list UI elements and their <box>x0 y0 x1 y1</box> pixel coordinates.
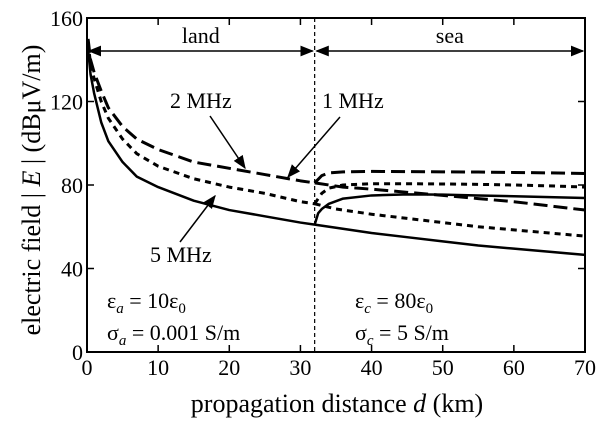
x-tick-label: 50 <box>432 355 454 380</box>
series-line-2-mhz-land <box>86 42 315 206</box>
series-line-1-mhz-land <box>86 38 315 185</box>
x-tick-label: 60 <box>503 355 525 380</box>
series-layer <box>86 38 586 257</box>
land-sigma-label: σa = 0.001 S/m <box>107 320 240 349</box>
y-axis-label: electric field | E | (dBμV/m) <box>17 45 46 336</box>
curve-label-5mhz: 5 MHz <box>150 242 212 267</box>
y-tick-label: 0 <box>72 340 83 365</box>
x-tick-label: 70 <box>574 355 596 380</box>
land-epsilon-label: εa = 10ε0 <box>107 288 186 317</box>
pointer-2mhz <box>209 115 246 170</box>
x-tick-label: 10 <box>147 355 169 380</box>
y-tick-label: 40 <box>61 257 83 282</box>
pointer-1mhz <box>287 116 341 179</box>
curve-label-1mhz: 1 MHz <box>322 88 384 113</box>
annotations: land sea 2 MHz 1 MHz 5 MHz εa = 10ε0 σa = 0.00… <box>87 18 585 352</box>
region-label-land: land <box>182 23 220 48</box>
y-tick-label: 80 <box>61 173 83 198</box>
x-tick-label: 20 <box>218 355 240 380</box>
pointer-5mhz <box>179 194 216 243</box>
sea-sigma-label: σc = 5 S/m <box>355 320 449 349</box>
series-line-2-mhz-sea-b <box>314 202 586 238</box>
x-tick-label: 30 <box>289 355 311 380</box>
x-tick-label: 40 <box>361 355 383 380</box>
y-tick-label: 120 <box>50 90 83 115</box>
x-axis-label: propagation distance d (km) <box>191 389 483 418</box>
series-line-2-mhz-sea-a <box>313 182 586 205</box>
sea-epsilon-label: εc = 80ε0 <box>355 288 433 317</box>
region-label-sea: sea <box>436 23 464 48</box>
series-line-1-mhz-sea-a <box>313 169 586 184</box>
ticks: 0 10 20 30 40 50 60 70 0 40 80 120 160 <box>50 6 596 380</box>
y-tick-label: 160 <box>50 6 83 31</box>
series-line-5-mhz-land <box>86 49 315 226</box>
series-line-5-mhz-sea-a <box>313 193 586 226</box>
curve-label-2mhz: 2 MHz <box>170 88 232 113</box>
x-tick-label: 0 <box>82 355 93 380</box>
series-line-5-mhz-sea-b <box>314 223 586 257</box>
